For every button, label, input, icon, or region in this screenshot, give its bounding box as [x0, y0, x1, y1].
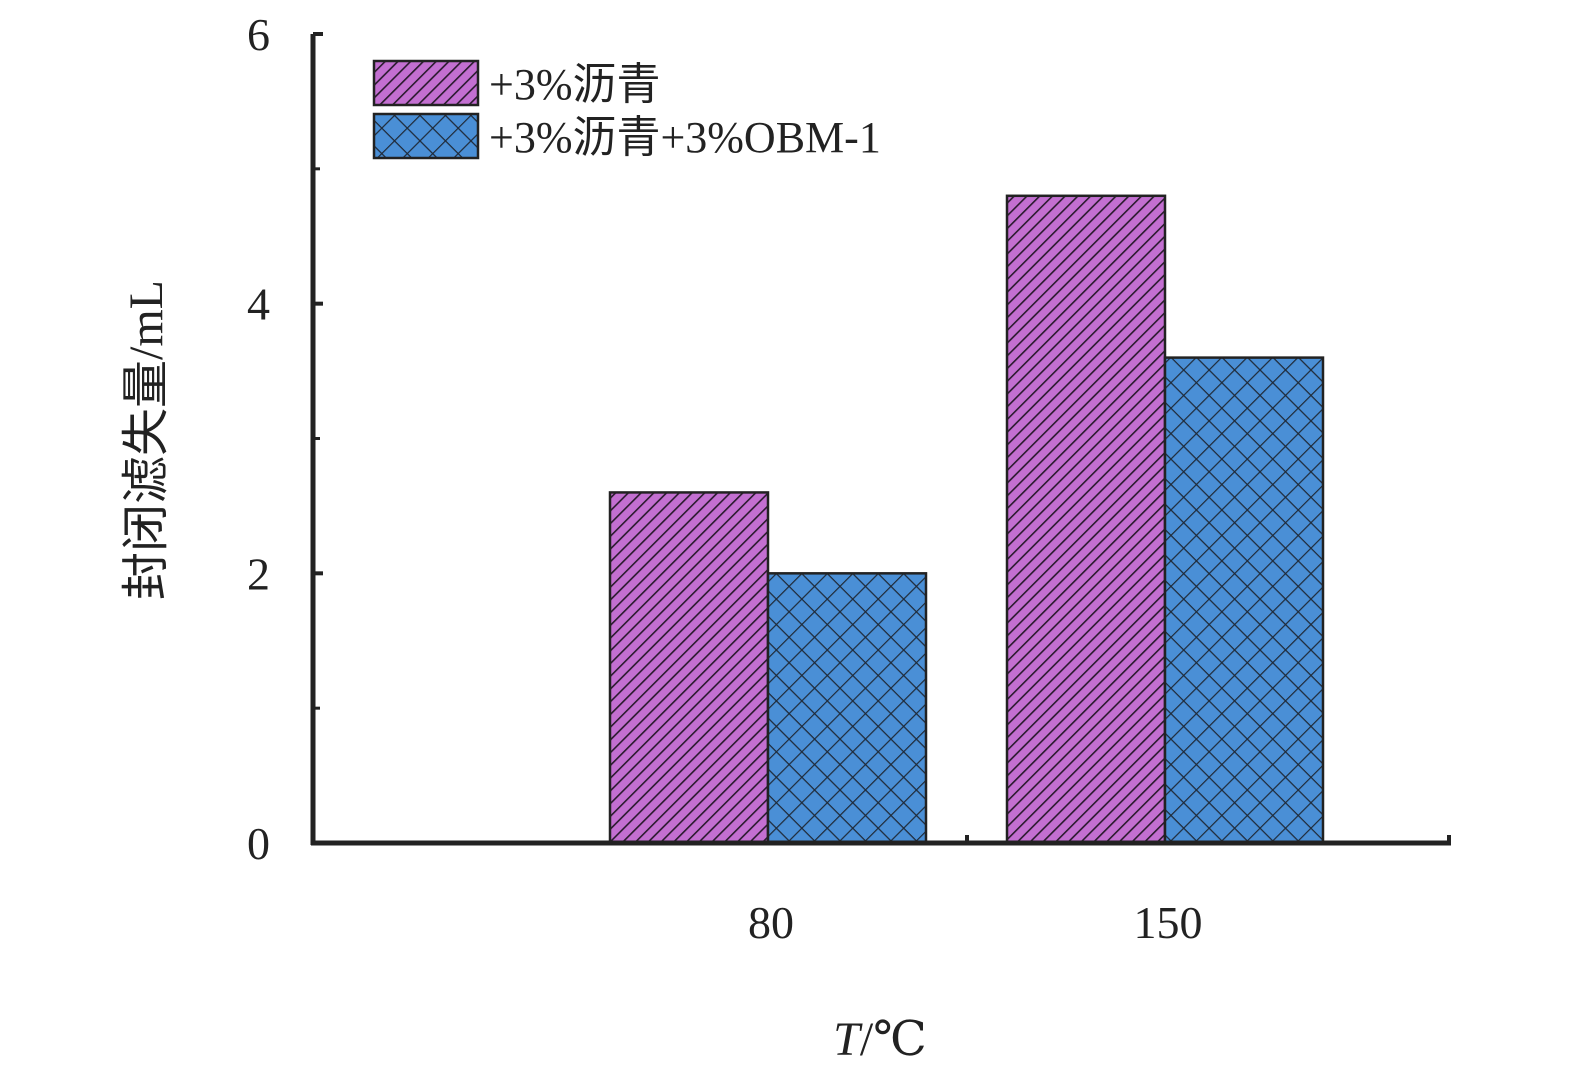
legend-label: +3%沥青+3%OBM-1: [489, 113, 881, 162]
y-tick-label: 6: [247, 9, 270, 60]
x-axis-title-unit: /℃: [860, 1013, 927, 1066]
axes: [310, 32, 1451, 846]
legend-swatch: [372, 59, 480, 107]
bar-asphalt-obm1-150: [1163, 356, 1325, 845]
x-axis-title: T/℃: [833, 1013, 927, 1066]
y-tick-label: 0: [247, 818, 270, 869]
legend: +3%沥青+3%沥青+3%OBM-1: [372, 59, 881, 162]
legend-swatch: [372, 112, 480, 160]
x-axis-title-variable: T: [833, 1013, 863, 1066]
y-tick-label: 2: [247, 548, 270, 599]
bar-asphalt-obm1-80: [766, 572, 928, 845]
y-tick-label: 4: [247, 279, 270, 330]
x-tick-label: 150: [1134, 897, 1203, 948]
legend-label: +3%沥青: [489, 60, 660, 109]
bar-asphalt-80: [608, 491, 770, 845]
y-axis-title: 封闭滤失量/mL: [120, 280, 173, 600]
bars: [608, 194, 1325, 845]
tick-labels: 0 2 4 6 80 150: [247, 9, 1203, 948]
x-tick-label: 80: [748, 897, 794, 948]
bar-asphalt-150: [1005, 194, 1167, 845]
